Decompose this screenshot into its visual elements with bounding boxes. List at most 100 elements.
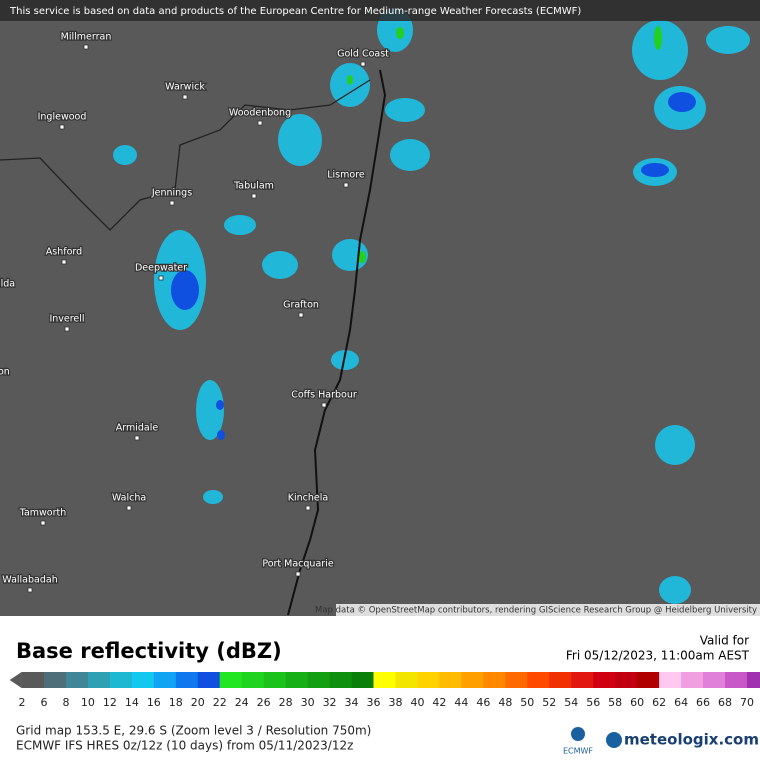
bar-segment [527, 672, 550, 688]
bar-tick-label: 66 [696, 696, 710, 709]
place-marker [40, 520, 46, 526]
bar-tick-label: 36 [367, 696, 381, 709]
places: Millmerran Warwick Gold Coast Inglewood Wood… [0, 30, 390, 593]
bar-segment [351, 672, 375, 688]
place-marker [126, 505, 132, 511]
bar-segment [263, 672, 287, 688]
place-label: Ashford [46, 247, 82, 258]
bar-segment [395, 672, 418, 688]
bar-segment [439, 672, 462, 688]
brand: meteologix.com [624, 731, 759, 749]
bar-tick-label: 62 [652, 696, 666, 709]
bar-segment [219, 672, 243, 688]
place-marker [343, 182, 349, 188]
bar-tick-label: 34 [345, 696, 359, 709]
bar-tick-label: 44 [454, 696, 468, 709]
bar-segment [373, 672, 396, 688]
bar-segment [725, 672, 748, 688]
bar-segment [65, 672, 89, 688]
bar-segment [153, 672, 177, 688]
legend-title: Base reflectivity (dBZ) [16, 639, 282, 663]
bar-tick-label: 10 [81, 696, 95, 709]
place-label: Lismore [327, 170, 365, 181]
attribution-box [336, 604, 760, 616]
bar-tick-label: 8 [62, 696, 69, 709]
place-marker [257, 120, 263, 126]
place-label: Tabulam [233, 181, 274, 192]
coastline [287, 69, 387, 616]
place-label: Inverell [49, 314, 84, 325]
bar-tick-label: 12 [103, 696, 117, 709]
bar-tick-label: 26 [257, 696, 271, 709]
bar-segment [241, 672, 265, 688]
place-marker [321, 402, 327, 408]
bar-tick-label: 56 [586, 696, 600, 709]
notice-bar [0, 0, 760, 21]
place-label: Millmerran [61, 32, 112, 43]
ecmwf-logo: ECMWF [563, 747, 593, 756]
place-label: Coffs Harbour [291, 390, 357, 401]
place-marker [360, 61, 366, 67]
bar-segment [417, 672, 440, 688]
bar-segment [43, 672, 67, 688]
bar-tick-label: 32 [323, 696, 337, 709]
place-label: Kinchela [288, 493, 328, 504]
place-label: Inglewood [38, 112, 87, 123]
bar-tick-label: 46 [476, 696, 490, 709]
bar-tick-label: 54 [564, 696, 578, 709]
bar-tick-label: 70 [740, 696, 754, 709]
map: This service is based on data and produc… [0, 0, 760, 616]
legend: Base reflectivity (dBZ) Valid for Fri 05… [9, 634, 760, 756]
bar-arrow-left [9, 671, 23, 689]
place-marker [64, 326, 70, 332]
model-info: ECMWF IFS HRES 0z/12z (10 days) from 05/… [16, 739, 353, 753]
bar-tick-label: 14 [125, 696, 139, 709]
state-border [0, 79, 371, 231]
bar-tick-label: 38 [388, 696, 402, 709]
radar-cores [171, 92, 696, 440]
bar-segment [615, 672, 638, 688]
bar-segment [131, 672, 155, 688]
notice: This service is based on data and produc… [9, 6, 581, 17]
ecmwf-icon [571, 727, 585, 741]
bar-tick-label: 58 [608, 696, 622, 709]
bar-segment [681, 672, 704, 688]
bar-segment [571, 672, 594, 688]
map-background [0, 0, 760, 616]
bar-tick-label: 2 [19, 696, 26, 709]
bar-tick-label: 50 [520, 696, 534, 709]
bar-tick-label: 42 [432, 696, 446, 709]
bar-tick-label: 60 [630, 696, 644, 709]
bar-segment [87, 672, 111, 688]
place-marker [27, 587, 33, 593]
place-label: Jennings [151, 188, 192, 199]
bar-tick-label: 40 [410, 696, 424, 709]
bar-segment [593, 672, 616, 688]
brand-icon [606, 732, 622, 748]
bar-segment [329, 672, 353, 688]
place-label: Gold Coast [337, 49, 389, 60]
bar-tick-label: 30 [301, 696, 315, 709]
bar-segment [307, 672, 331, 688]
place-marker [298, 312, 304, 318]
bar-segment [197, 672, 221, 688]
place-marker [169, 200, 175, 206]
bar-tick-label: 68 [718, 696, 732, 709]
bar-segment [461, 672, 484, 688]
bar-segment [505, 672, 528, 688]
place-marker [182, 94, 188, 100]
bar-tick-label: 28 [279, 696, 293, 709]
radar-green [347, 26, 662, 263]
bar-tick-label: 24 [235, 696, 249, 709]
bar-tick-label: 22 [213, 696, 227, 709]
place-label: Grafton [283, 300, 319, 311]
bar-tick-label: 6 [40, 696, 47, 709]
place-label: Wallabadah [2, 575, 57, 586]
bar-segment [549, 672, 572, 688]
bar-segment [22, 672, 45, 688]
bar-tick-label: 48 [498, 696, 512, 709]
grid-info: Grid map 153.5 E, 29.6 S (Zoom level 3 /… [16, 724, 371, 738]
bar-tick-label: 18 [169, 696, 183, 709]
place-marker [295, 571, 301, 577]
